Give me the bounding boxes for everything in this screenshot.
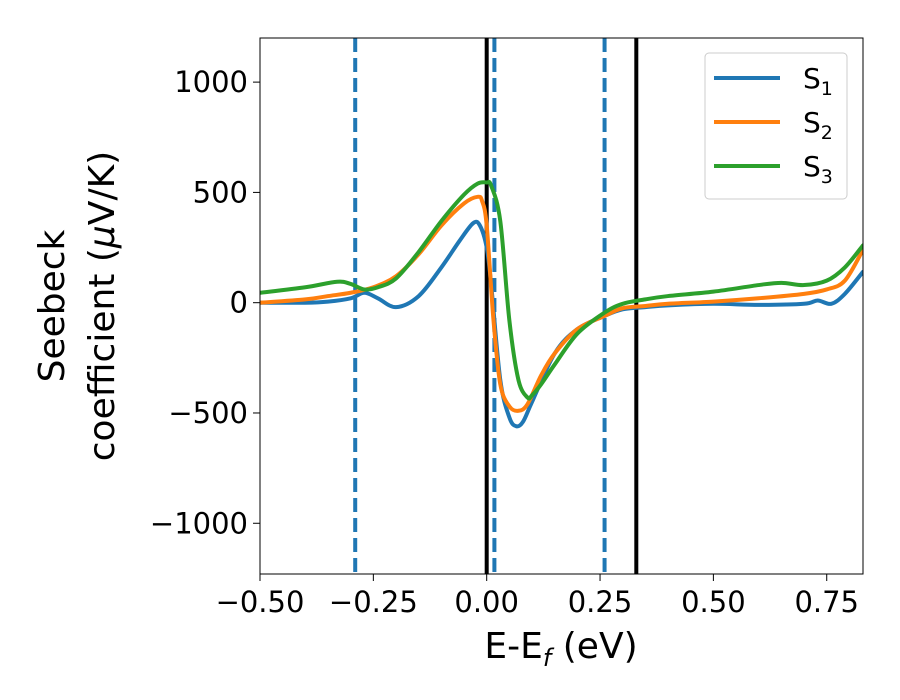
x-axis-label: E-Ef (eV) (484, 626, 637, 672)
legend-label-s1: S1 (803, 62, 833, 100)
x-tick-label: 0.00 (454, 585, 519, 619)
legend-box (704, 52, 848, 200)
y-axis-ticks: 1000 500 0 −500 −1000 (150, 65, 260, 540)
x-tick-label: −0.25 (329, 585, 418, 619)
x-tick-label: 0.75 (794, 585, 859, 619)
legend-label-s3: S3 (803, 150, 833, 188)
legend: S1 S2 S3 (704, 52, 848, 200)
y-axis-label-line2: coefficient (μV/K) (82, 151, 123, 461)
y-tick-label: 500 (193, 175, 248, 209)
x-tick-label: 0.25 (568, 585, 633, 619)
plot-frame (259, 37, 864, 575)
series-lines (260, 179, 863, 429)
y-tick-label: −1000 (150, 506, 248, 540)
y-tick-label: 1000 (174, 65, 248, 99)
x-axis-ticks: −0.50 −0.25 0.00 0.25 0.50 0.75 (216, 574, 859, 619)
x-tick-label: −0.50 (216, 585, 305, 619)
series-line-s1 (260, 219, 863, 429)
y-tick-label: −500 (168, 396, 248, 430)
y-axis-label-line1: Seebeck (32, 229, 73, 382)
series-line-s3 (260, 179, 863, 401)
y-tick-label: 0 (230, 286, 248, 320)
legend-label-s2: S2 (803, 106, 833, 144)
x-tick-label: 0.50 (681, 585, 746, 619)
